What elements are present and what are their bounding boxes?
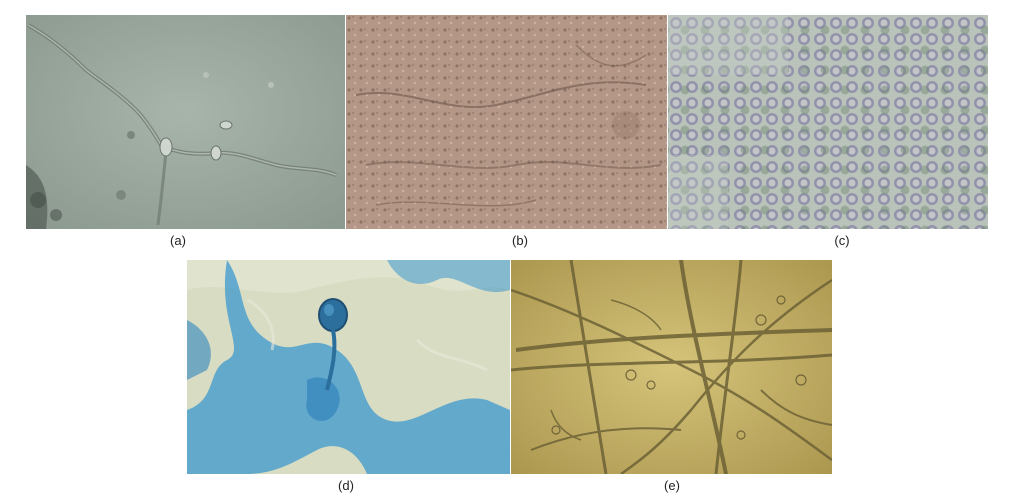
panel-e-caption: (e) bbox=[664, 478, 680, 493]
panel-a-caption: (a) bbox=[170, 233, 186, 248]
panel-c-caption: (c) bbox=[834, 233, 850, 248]
panel-b-caption: (b) bbox=[512, 233, 528, 248]
micrograph-panel-d bbox=[187, 260, 510, 474]
panel-d-caption: (d) bbox=[338, 478, 354, 493]
micrograph-panel-e bbox=[511, 260, 832, 474]
micrograph-panel-c bbox=[668, 15, 988, 229]
micrograph-panel-b bbox=[346, 15, 667, 229]
micrograph-panel-a bbox=[26, 15, 345, 229]
